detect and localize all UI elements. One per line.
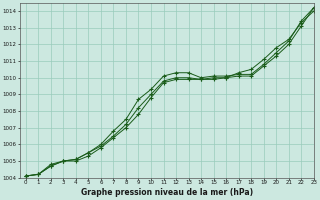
X-axis label: Graphe pression niveau de la mer (hPa): Graphe pression niveau de la mer (hPa) [81,188,253,197]
